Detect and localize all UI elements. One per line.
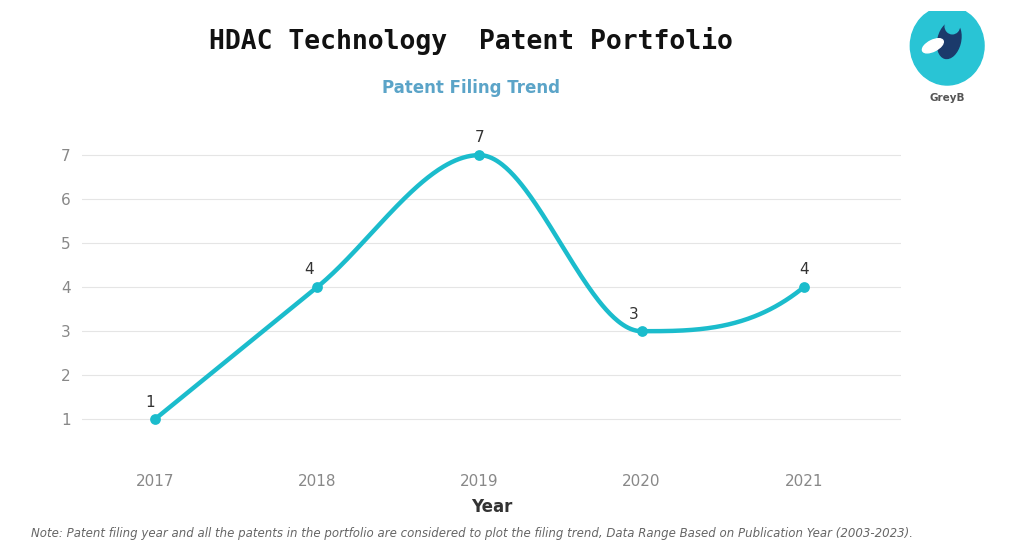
Text: 3: 3 (629, 306, 638, 322)
Point (796, 283, 812, 292)
Text: 4: 4 (304, 263, 313, 277)
Text: HDAC Technology  Patent Portfolio: HDAC Technology Patent Portfolio (209, 27, 733, 55)
Point (634, 327, 650, 336)
Text: Note: Patent filing year and all the patents in the portfolio are considered to : Note: Patent filing year and all the pat… (31, 526, 912, 540)
Point (309, 283, 326, 292)
Point (471, 151, 487, 160)
Ellipse shape (923, 39, 943, 53)
X-axis label: Year: Year (471, 498, 512, 516)
Text: 1: 1 (145, 395, 155, 409)
Ellipse shape (937, 22, 962, 58)
Circle shape (910, 7, 984, 85)
Point (146, 415, 163, 423)
Circle shape (945, 19, 959, 34)
Text: GreyB: GreyB (930, 93, 965, 103)
Text: 7: 7 (474, 130, 484, 146)
Text: Patent Filing Trend: Patent Filing Trend (382, 79, 560, 97)
Text: 4: 4 (799, 263, 809, 277)
